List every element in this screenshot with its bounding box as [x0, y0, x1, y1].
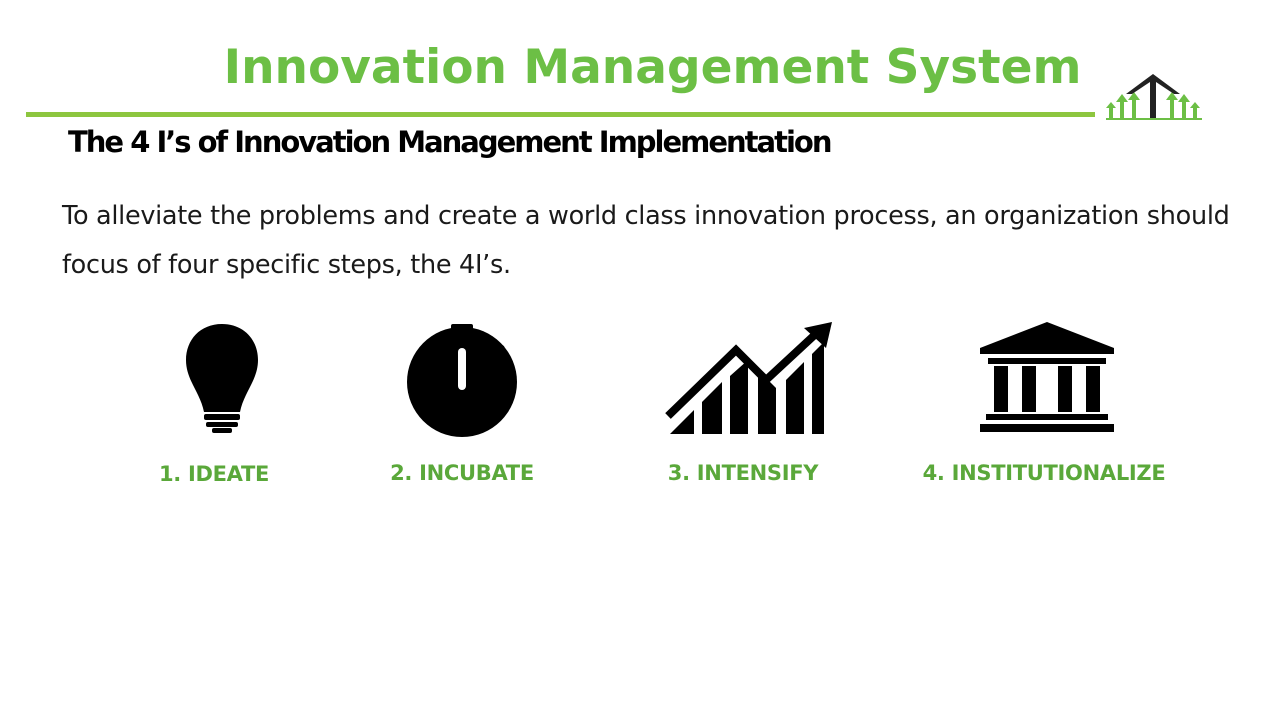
step-label-institutionalize: 4. INSTITUTIONALIZE	[922, 461, 1166, 485]
institution-building-icon	[980, 322, 1114, 432]
step-label-intensify: 3. INTENSIFY	[667, 461, 819, 485]
title-divider	[26, 112, 1095, 117]
step-label-ideate: 1. IDEATE	[158, 462, 270, 486]
section-subtitle: The 4 I’s of Innovation Management Imple…	[68, 125, 832, 159]
intro-paragraph: To alleviate the problems and create a w…	[62, 201, 1230, 280]
growth-chart-icon	[665, 322, 832, 434]
company-logo-icon	[1106, 74, 1202, 120]
stopwatch-icon	[407, 324, 517, 437]
lightbulb-icon	[186, 324, 258, 433]
page-title: Innovation Management System	[223, 40, 1082, 95]
step-label-incubate: 2. INCUBATE	[390, 461, 534, 485]
